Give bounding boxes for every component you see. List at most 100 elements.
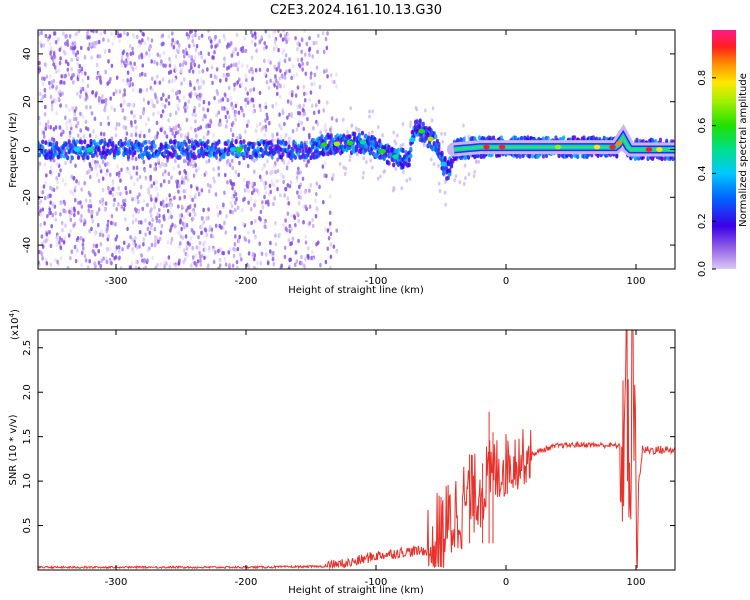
noise-speckle	[58, 240, 61, 245]
noise-speckle	[250, 220, 253, 226]
noise-speckle	[107, 59, 110, 64]
noise-speckle	[326, 74, 329, 79]
noise-speckle	[318, 84, 322, 90]
noise-speckle	[300, 37, 304, 43]
noise-speckle	[235, 32, 239, 38]
noise-speckle	[245, 123, 249, 128]
noise-speckle	[283, 33, 287, 39]
noise-speckle	[136, 177, 139, 182]
noise-speckle	[160, 59, 163, 64]
x-tick-label: 0	[503, 276, 509, 287]
noise-speckle	[50, 80, 54, 85]
noise-speckle	[97, 178, 101, 184]
noise-speckle	[170, 237, 174, 242]
noise-speckle	[281, 50, 284, 56]
noise-speckle	[326, 31, 329, 36]
noise-speckle	[278, 83, 282, 88]
noise-speckle	[43, 62, 47, 67]
noise-speckle	[140, 71, 144, 77]
noise-speckle	[193, 86, 196, 91]
noise-speckle	[251, 109, 255, 115]
noise-speckle	[55, 238, 59, 244]
noise-speckle	[111, 181, 115, 186]
noise-speckle	[155, 197, 158, 202]
noise-speckle	[259, 107, 262, 113]
noise-speckle	[260, 251, 264, 256]
noise-speckle	[99, 121, 103, 127]
noise-speckle	[288, 223, 292, 229]
noise-speckle	[184, 175, 188, 180]
noise-speckle	[107, 233, 111, 239]
noise-speckle	[249, 30, 253, 35]
noise-speckle	[229, 95, 233, 101]
noise-speckle	[209, 39, 213, 44]
noise-speckle	[287, 37, 291, 42]
noise-speckle	[52, 127, 56, 132]
noise-speckle	[233, 82, 236, 87]
noise-speckle	[171, 78, 174, 83]
noise-speckle	[271, 104, 275, 109]
noise-speckle	[240, 82, 244, 87]
noise-speckle	[294, 35, 297, 41]
band-cell	[557, 153, 561, 159]
noise-speckle	[289, 180, 293, 185]
noise-speckle	[309, 71, 313, 76]
noise-speckle	[432, 162, 436, 167]
noise-speckle	[301, 176, 305, 181]
noise-speckle	[135, 165, 139, 171]
noise-speckle	[146, 202, 149, 208]
band-cell	[64, 151, 68, 157]
noise-speckle	[169, 59, 172, 64]
noise-speckle	[287, 140, 291, 146]
noise-speckle	[80, 262, 84, 268]
noise-speckle	[169, 199, 172, 205]
noise-speckle	[104, 201, 108, 206]
noise-speckle	[149, 209, 152, 214]
noise-speckle	[367, 131, 371, 136]
noise-speckle	[142, 107, 146, 112]
band-cell	[596, 153, 600, 158]
noise-speckle	[134, 125, 138, 130]
noise-speckle	[261, 200, 264, 205]
noise-speckle	[122, 240, 126, 246]
noise-speckle	[77, 30, 81, 34]
noise-speckle	[177, 106, 180, 112]
noise-speckle	[299, 170, 302, 175]
noise-speckle	[74, 52, 78, 58]
noise-speckle	[41, 256, 44, 261]
noise-speckle	[303, 30, 306, 33]
noise-speckle	[58, 125, 62, 130]
band-cell	[75, 139, 79, 145]
noise-speckle	[280, 172, 283, 178]
noise-speckle	[86, 75, 90, 81]
x-tick-label: -100	[365, 577, 388, 588]
noise-speckle	[217, 110, 221, 115]
noise-speckle	[140, 253, 143, 258]
noise-speckle	[44, 33, 48, 39]
noise-speckle	[110, 261, 113, 266]
noise-speckle	[81, 86, 85, 92]
band-cell	[126, 154, 131, 160]
noise-speckle	[183, 248, 186, 253]
noise-speckle	[111, 252, 114, 258]
noise-speckle	[209, 73, 213, 79]
noise-speckle	[244, 129, 247, 134]
noise-speckle	[117, 249, 121, 254]
noise-speckle	[244, 97, 247, 103]
noise-speckle	[95, 91, 98, 96]
noise-speckle	[50, 46, 53, 51]
noise-speckle	[186, 161, 190, 167]
noise-speckle	[440, 131, 443, 136]
noise-speckle	[151, 217, 154, 223]
noise-speckle	[48, 85, 52, 90]
spectrogram-y-label: Frequency (Hz)	[8, 112, 19, 188]
noise-speckle	[202, 79, 206, 85]
noise-speckle	[266, 158, 269, 164]
band-cell	[635, 137, 639, 143]
noise-speckle	[223, 37, 227, 42]
noise-speckle	[56, 234, 60, 240]
noise-speckle	[134, 260, 138, 265]
noise-speckle	[179, 220, 182, 225]
noise-speckle	[82, 238, 85, 243]
band-cell	[190, 140, 195, 146]
